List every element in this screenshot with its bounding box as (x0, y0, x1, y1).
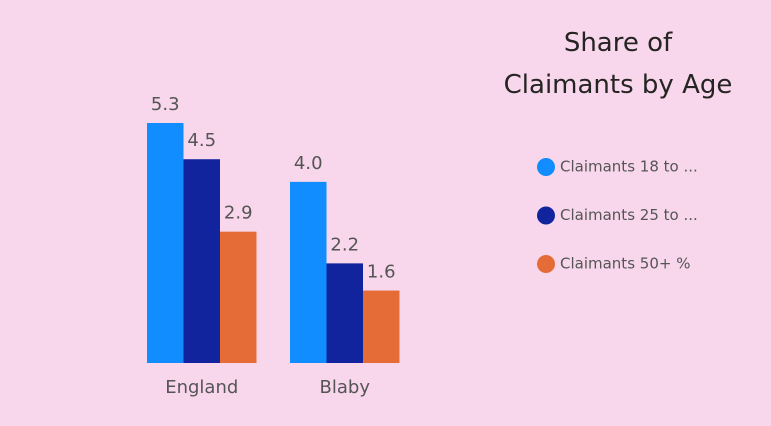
legend-marker (537, 158, 555, 176)
value-label: 4.5 (187, 130, 216, 151)
value-label: 4.0 (294, 153, 323, 174)
x-tick-label: Blaby (320, 377, 371, 398)
bar (147, 123, 184, 363)
bar (363, 290, 400, 363)
legend-marker (537, 255, 555, 273)
legend-label: Claimants 18 to ... (560, 158, 698, 176)
value-label: 5.3 (151, 94, 180, 115)
chart-title: Share of Claimants by Age (503, 28, 733, 100)
value-label: 2.9 (224, 203, 253, 224)
value-label: 2.2 (330, 234, 359, 255)
bar (326, 263, 363, 363)
legend-label: Claimants 50+ % (560, 255, 690, 273)
bar (290, 181, 327, 363)
value-label: 1.6 (367, 262, 396, 283)
x-tick-label: England (165, 377, 238, 398)
bar (220, 231, 257, 363)
legend-marker (537, 206, 555, 225)
bar (183, 159, 220, 363)
legend-label: Claimants 25 to ... (560, 206, 698, 224)
